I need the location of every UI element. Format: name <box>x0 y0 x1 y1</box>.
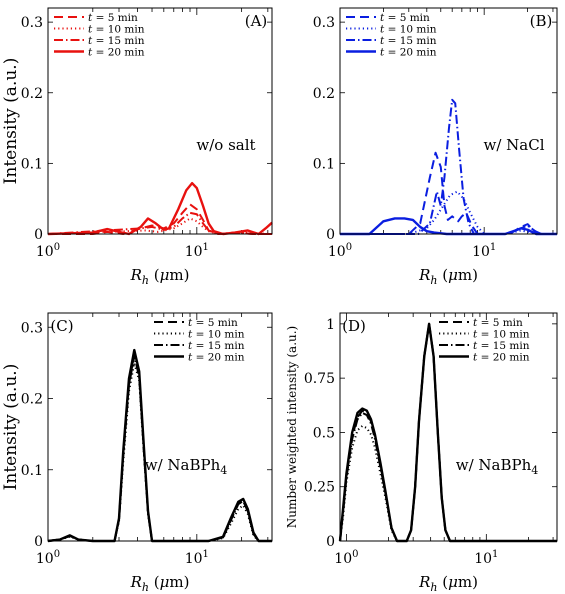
series-line <box>340 151 557 235</box>
legend-label: t = 20 min <box>380 47 437 59</box>
plot-frame <box>339 7 558 235</box>
legend-label: t = 20 min <box>188 352 245 364</box>
x-tick-label: 101 <box>185 549 209 567</box>
y-tick-label: 0 <box>326 227 335 243</box>
x-tick-label: 101 <box>474 549 498 567</box>
x-axis-label: Rh (μm) <box>418 573 478 594</box>
panel-annotation: w/ NaBPh4 <box>145 456 228 477</box>
series-line <box>47 181 273 236</box>
series-line <box>47 217 273 235</box>
y-tick-label: 0.2 <box>313 86 335 102</box>
y-axis-label: Number weighted intensity (a.u.) <box>285 326 299 529</box>
y-tick-label: 0.1 <box>313 156 335 172</box>
y-tick-label: 0.5 <box>313 425 335 441</box>
legend-label: t = 20 min <box>473 352 530 364</box>
panel-label: (A) <box>245 12 268 30</box>
y-tick-label: 0.3 <box>21 15 43 31</box>
y-tick-label: 0 <box>326 534 335 550</box>
x-tick-label: 100 <box>334 549 358 567</box>
y-tick-label: 0.1 <box>21 463 43 479</box>
y-tick-label: 0.2 <box>21 392 43 408</box>
y-tick-label: 0.1 <box>21 156 43 172</box>
plot-frame <box>339 312 558 542</box>
legend-label: t = 10 min <box>188 329 245 341</box>
x-tick-label: 100 <box>36 242 60 260</box>
series-line <box>47 361 272 542</box>
panel-label: (C) <box>50 317 73 335</box>
panel-annotation: w/o salt <box>196 136 255 154</box>
panel-label: (D) <box>342 317 366 335</box>
y-tick-label: 0.2 <box>21 86 43 102</box>
legend-label: t = 10 min <box>88 24 145 36</box>
plot-frame <box>47 312 273 542</box>
x-tick-label: 101 <box>472 242 496 260</box>
series-line <box>340 98 557 235</box>
legend-label: t = 15 min <box>88 35 145 47</box>
legend-label: t = 5 min <box>188 317 238 329</box>
legend-label: t = 15 min <box>473 340 530 352</box>
y-axis-label: Intensity (a.u.) <box>1 364 21 491</box>
legend-label: t = 15 min <box>380 35 437 47</box>
x-tick-label: 100 <box>36 549 60 567</box>
y-tick-label: 0.3 <box>313 15 335 31</box>
series-line <box>47 348 272 543</box>
series-line <box>47 353 272 542</box>
y-tick-label: 0.25 <box>304 480 335 496</box>
legend-label: t = 20 min <box>88 47 145 59</box>
panel-annotation: w/ NaBPh4 <box>456 456 539 477</box>
x-axis-label: Rh (μm) <box>418 266 478 287</box>
legend-label: t = 5 min <box>380 12 430 24</box>
y-tick-label: 0 <box>34 227 43 243</box>
series-line <box>48 203 272 235</box>
y-tick-label: 0 <box>34 534 43 550</box>
legend-label: t = 5 min <box>473 317 523 329</box>
y-axis-label: Intensity (a.u.) <box>1 58 21 185</box>
legend-label: t = 10 min <box>380 24 437 36</box>
series-line <box>47 354 272 542</box>
panel-annotation: w/ NaCl <box>483 136 544 154</box>
x-tick-label: 100 <box>328 242 352 260</box>
y-tick-label: 0.75 <box>304 371 335 387</box>
x-axis-label: Rh (μm) <box>130 266 190 287</box>
legend-label: t = 15 min <box>188 340 245 352</box>
plot-frame <box>47 7 273 235</box>
legend-label: t = 10 min <box>473 329 530 341</box>
y-tick-label: 0.3 <box>21 320 43 336</box>
legend-label: t = 5 min <box>88 12 138 24</box>
panel-label: (B) <box>530 12 553 30</box>
x-axis-label: Rh (μm) <box>130 573 190 594</box>
y-tick-label: 1 <box>326 317 335 333</box>
x-tick-label: 101 <box>185 242 209 260</box>
